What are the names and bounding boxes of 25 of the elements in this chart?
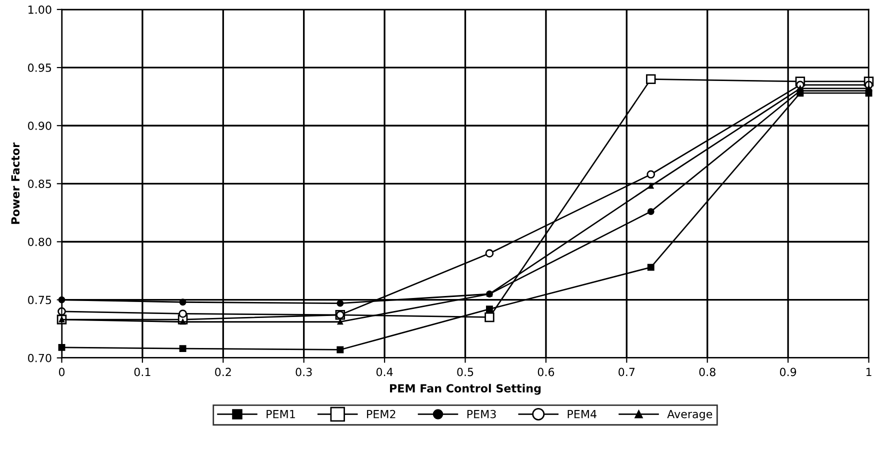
x-axis-title: PEM Fan Control Setting [390,384,541,395]
x-tick-label: 0.1 [134,368,150,376]
x-tick-label: 0.9 [780,368,796,376]
x-tick-label: 0 [58,368,65,376]
legend-label: PEM2 [367,410,396,418]
legend-label: Average [667,410,712,420]
x-tick-label: 0.5 [457,368,474,376]
y-tick-label: 0.95 [28,64,52,72]
y-tick-label: 0.70 [28,354,52,362]
x-tick-label: 0.2 [215,368,231,376]
x-tick-label: 0.4 [376,368,393,376]
x-tick-label: 0.6 [538,368,554,376]
legend-label: PEM1 [266,410,295,418]
y-tick-label: 1.00 [28,5,52,14]
y-tick-label: 0.75 [28,296,52,304]
x-tick-label: 0.3 [296,368,312,376]
y-tick-label: 0.90 [28,122,52,130]
y-axis-title: Power Factor [11,142,20,224]
x-tick-label: 0.8 [699,368,716,376]
x-tick-label: 1 [866,368,872,376]
y-tick-label: 0.80 [28,238,52,246]
x-tick-label: 0.7 [618,368,635,376]
legend-label: PEM3 [467,410,496,418]
legend-label: PEM4 [568,410,596,418]
y-tick-label: 0.85 [28,180,52,188]
